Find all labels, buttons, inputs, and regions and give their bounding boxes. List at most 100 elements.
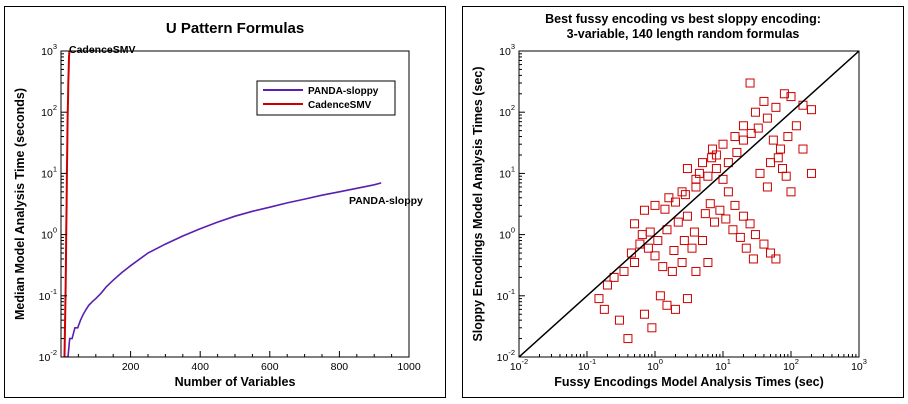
y-tick-label-exponent: -2	[508, 348, 515, 357]
y-tick-label-exponent: 2	[53, 103, 57, 112]
scatter-point	[711, 164, 721, 174]
scatter-point	[783, 132, 793, 142]
scatter-point	[746, 128, 756, 138]
y-tick-label-exponent: -1	[508, 287, 515, 296]
scatter-point	[723, 187, 733, 197]
y-tick-label-base: 10	[497, 352, 509, 364]
scatter-point	[637, 230, 647, 240]
scatter-point	[700, 209, 710, 219]
scatter-point	[707, 153, 717, 163]
scatter-point	[680, 190, 690, 200]
y-tick-label-base: 10	[497, 291, 509, 303]
scatter-point	[791, 121, 801, 131]
scatter-point	[759, 96, 769, 106]
x-tick-label-exponent: 0	[659, 357, 663, 366]
chart-title: Best fussy encoding vs best sloppy encod…	[545, 12, 821, 26]
scatter-point	[639, 309, 649, 319]
chart-panel-fussy-vs-sloppy: Best fussy encoding vs best sloppy encod…	[462, 6, 904, 398]
scatter-point	[660, 204, 670, 214]
y-tick-label: 10-2	[497, 348, 515, 364]
y-tick-label: 102	[499, 103, 515, 119]
scatter-point	[619, 266, 629, 276]
scatter-point	[738, 211, 748, 221]
scatter-point	[781, 171, 791, 181]
scatter-point	[682, 294, 692, 304]
scatter-chart: Best fussy encoding vs best sloppy encod…	[471, 12, 867, 389]
scatter-point	[766, 158, 776, 168]
x-tick-label: 103	[851, 357, 867, 373]
chart-title: U Pattern Formulas	[166, 20, 304, 37]
x-tick-label-base: 10	[510, 361, 522, 373]
scatter-point	[766, 248, 776, 258]
y-tick-label: 103	[499, 42, 515, 58]
scatter-point	[771, 254, 781, 264]
x-tick-label: 102	[783, 357, 799, 373]
scatter-point	[650, 200, 660, 210]
scatter-point	[778, 164, 788, 174]
scatter-point	[732, 147, 742, 157]
legend-label: CadenceSMV	[308, 100, 372, 111]
scatter-point	[677, 258, 687, 268]
plot-area	[519, 51, 859, 357]
scatter-point	[745, 78, 755, 88]
x-axis-label: Number of Variables	[175, 375, 296, 389]
y-tick-label: 10-1	[39, 287, 57, 303]
y-tick-label: 102	[41, 103, 57, 119]
scatter-point	[718, 139, 728, 149]
scatter-point	[677, 187, 687, 197]
y-tick-label-exponent: 1	[511, 164, 515, 173]
y-tick-label-base: 10	[41, 107, 53, 119]
scatter-point	[768, 135, 778, 145]
scatter-point	[694, 168, 704, 178]
scatter-point	[698, 236, 708, 246]
x-tick-label: 10-2	[510, 357, 528, 373]
scatter-point	[762, 113, 772, 123]
x-tick-label-base: 10	[647, 361, 659, 373]
scatter-point	[710, 217, 720, 227]
x-tick-label-base: 10	[578, 361, 590, 373]
scatter-point	[689, 227, 699, 237]
y-tick-label-exponent: -2	[50, 348, 57, 357]
x-tick-label: 10-1	[578, 357, 596, 373]
legend-label: PANDA-sloppy	[308, 86, 379, 97]
scatter-point	[630, 258, 640, 268]
x-tick-label: 600	[261, 361, 279, 373]
scatter-point	[715, 205, 725, 215]
scatter-point	[645, 227, 655, 237]
x-tick-label: 400	[191, 361, 209, 373]
scatter-point	[650, 251, 660, 261]
scatter-point	[806, 168, 816, 178]
y-tick-label-exponent: 3	[53, 42, 57, 51]
y-tick-label-base: 10	[41, 230, 53, 242]
scatter-point	[779, 89, 789, 99]
scatter-point	[609, 272, 619, 282]
scatter-point	[721, 214, 731, 224]
scatter-point	[643, 243, 653, 253]
x-tick-label-exponent: 1	[727, 357, 731, 366]
scatter-point	[667, 266, 677, 276]
y-tick-label-base: 10	[499, 230, 511, 242]
series-line-cadencesmv	[63, 51, 71, 357]
scatter-point	[730, 132, 740, 142]
legend-box	[256, 80, 396, 116]
scatter-point	[687, 243, 697, 253]
x-tick-label: 101	[715, 357, 731, 373]
x-axis-label: Fussy Encodings Model Analysis Times (se…	[554, 375, 824, 389]
scatter-point	[682, 164, 692, 174]
x-tick-label-exponent: -2	[522, 357, 529, 366]
scatter-point	[728, 225, 738, 235]
y-tick-label-base: 10	[41, 46, 53, 58]
y-tick-label: 100	[41, 226, 57, 242]
scatter-point	[773, 153, 783, 163]
y-axis-label: Median Model Analysis Time (seconds)	[13, 88, 27, 320]
scatter-point	[771, 102, 781, 112]
y-tick-label: 101	[499, 164, 515, 180]
x-tick-label-exponent: -1	[590, 357, 597, 366]
scatter-point	[730, 200, 740, 210]
scatter-point	[691, 174, 701, 184]
scatter-point	[635, 239, 645, 249]
x-tick-label: 100	[647, 357, 663, 373]
y-tick-label-base: 10	[499, 107, 511, 119]
series-line-panda-sloppy	[65, 182, 382, 357]
